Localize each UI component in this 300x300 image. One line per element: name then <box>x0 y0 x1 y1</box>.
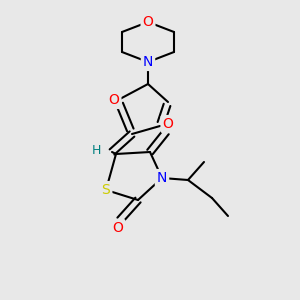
Text: N: N <box>143 55 153 69</box>
Text: S: S <box>102 183 110 197</box>
Text: O: O <box>109 93 119 107</box>
Text: O: O <box>142 15 153 29</box>
Text: N: N <box>157 171 167 185</box>
Text: O: O <box>163 117 173 131</box>
Text: H: H <box>91 143 101 157</box>
Text: O: O <box>112 221 123 235</box>
